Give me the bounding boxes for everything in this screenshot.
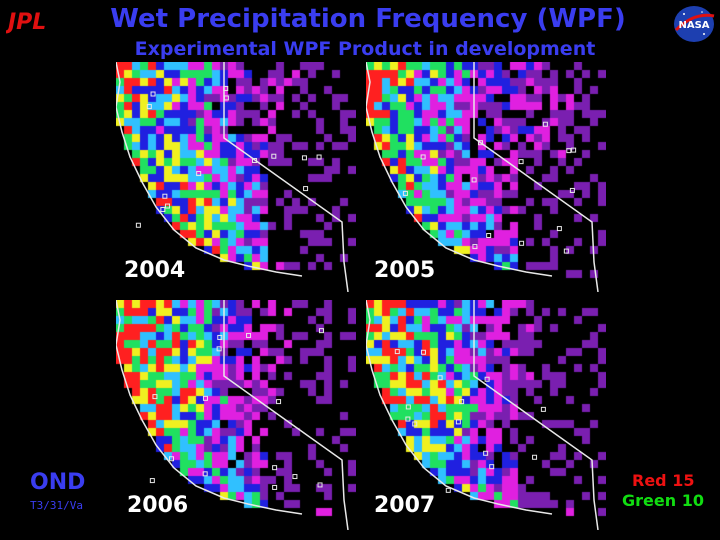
- coastline-overlay: [366, 300, 599, 530]
- lake-outline: [532, 454, 538, 460]
- lake-outline: [420, 349, 426, 355]
- year-label-2006: 2006: [127, 493, 189, 518]
- lake-outline: [405, 416, 411, 422]
- state-border: [473, 62, 599, 292]
- lake-outline: [162, 193, 168, 199]
- legend-red: Red 15: [632, 471, 695, 490]
- lake-outline: [318, 328, 324, 334]
- lake-outline: [196, 171, 202, 177]
- lake-outline: [303, 186, 309, 192]
- lake-outline: [571, 147, 577, 153]
- year-label-2005: 2005: [374, 258, 436, 283]
- lake-outline: [152, 394, 158, 400]
- year-label-2004: 2004: [124, 258, 186, 283]
- lake-outline: [486, 233, 492, 239]
- lake-outline: [445, 487, 451, 493]
- lake-outline: [455, 419, 461, 425]
- lake-outline: [519, 240, 525, 246]
- lake-outline: [437, 375, 443, 381]
- map-panel-2006: [116, 300, 356, 530]
- state-border: [473, 300, 599, 530]
- lake-outline: [146, 104, 152, 110]
- coastline: [366, 62, 553, 277]
- lake-outline: [484, 376, 490, 382]
- lake-outline: [160, 206, 166, 212]
- lake-outline: [246, 332, 252, 338]
- lake-outline: [472, 244, 478, 250]
- page-subtitle: Experimental WPF Product in development: [134, 38, 596, 60]
- lake-outline: [412, 421, 418, 427]
- lake-outline: [135, 222, 141, 228]
- coastline: [366, 300, 553, 515]
- precip-grid: [116, 300, 356, 530]
- state-border: [223, 62, 349, 292]
- map-panel-2007: [366, 300, 606, 530]
- coastline-overlay: [116, 300, 349, 530]
- lake-outline: [223, 85, 229, 91]
- nasa-logo-text: NASA: [678, 20, 709, 31]
- lake-outline: [316, 154, 322, 160]
- lake-outline: [483, 450, 489, 456]
- nasa-logo: NASA: [674, 6, 715, 42]
- lake-outline: [301, 155, 307, 161]
- precip-grid: [116, 62, 356, 292]
- lake-outline: [542, 121, 548, 127]
- lake-outline: [169, 456, 175, 462]
- lake-outline: [489, 464, 495, 470]
- lake-outline: [216, 346, 222, 352]
- lake-outline: [540, 406, 546, 412]
- coastline-overlay: [366, 62, 599, 292]
- lake-outline: [202, 395, 208, 401]
- lake-outline: [566, 148, 572, 154]
- coastline: [116, 62, 303, 277]
- lake-outline: [459, 399, 465, 405]
- jpl-logo-text: JPL: [6, 10, 46, 34]
- lake-outline: [563, 248, 569, 254]
- lake-outline: [405, 404, 411, 410]
- coastline-overlay: [116, 62, 349, 292]
- coastline: [116, 300, 303, 515]
- lake-outline: [272, 465, 278, 471]
- lake-outline: [569, 187, 575, 193]
- lake-outline: [292, 474, 298, 480]
- lake-outline: [150, 91, 156, 97]
- lake-outline: [402, 190, 408, 196]
- lake-outline: [478, 140, 484, 146]
- lake-outline: [276, 399, 282, 405]
- lake-outline: [271, 153, 277, 159]
- state-border: [223, 300, 349, 530]
- lake-outline: [252, 157, 258, 163]
- map-panel-2004: [116, 62, 356, 292]
- lake-outline: [394, 349, 400, 355]
- lake-outline: [556, 226, 562, 232]
- map-panel-2005: [366, 62, 606, 292]
- lake-outline: [149, 478, 155, 484]
- lake-outline: [165, 203, 171, 209]
- year-label-2007: 2007: [374, 493, 436, 518]
- precip-grid: [366, 62, 606, 292]
- page-title: Wet Precipitation Frequency (WPF): [110, 4, 626, 34]
- lake-outline: [471, 177, 477, 183]
- lake-outline: [217, 334, 223, 340]
- jpl-logo: JPL: [6, 10, 46, 34]
- lake-outline: [518, 159, 524, 165]
- lake-outline: [272, 484, 278, 490]
- product-code: T3/31/Va: [30, 499, 83, 512]
- lake-outline: [202, 471, 208, 477]
- legend-green: Green 10: [622, 491, 704, 510]
- lake-outline: [317, 482, 323, 488]
- season-label: OND: [30, 470, 86, 495]
- lake-outline: [420, 154, 426, 160]
- lake-outline: [223, 95, 229, 101]
- precip-grid: [366, 300, 606, 530]
